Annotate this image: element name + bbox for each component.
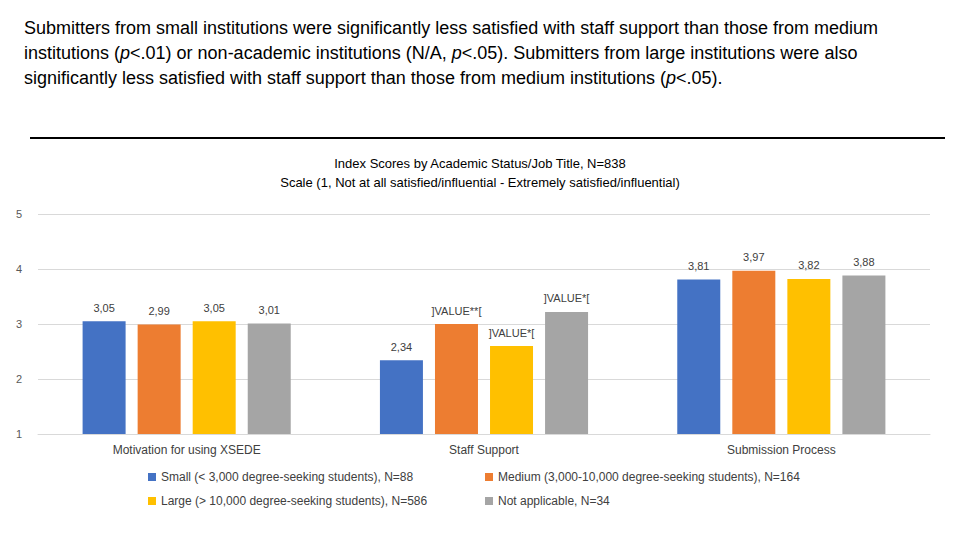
- svg-text:3,82: 3,82: [798, 259, 819, 271]
- svg-text:5: 5: [16, 208, 22, 220]
- svg-text:3,97: 3,97: [743, 251, 764, 263]
- svg-text:2: 2: [16, 373, 22, 385]
- svg-text:]VALUE*[: ]VALUE*[: [544, 292, 590, 304]
- svg-text:Motivation for using XSEDE: Motivation for using XSEDE: [113, 443, 261, 457]
- svg-text:Large (> 10,000 degree-seeking: Large (> 10,000 degree-seeking students)…: [161, 494, 428, 508]
- svg-text:Small (< 3,000 degree-seeking: Small (< 3,000 degree-seeking students),…: [161, 470, 413, 484]
- svg-text:Staff Support: Staff Support: [449, 443, 519, 457]
- svg-text:Scale (1, Not at all satisfied: Scale (1, Not at all satisfied/influenti…: [280, 175, 680, 190]
- svg-text:2,99: 2,99: [148, 305, 169, 317]
- svg-text:3,01: 3,01: [259, 304, 280, 316]
- svg-text:3,05: 3,05: [93, 302, 114, 314]
- svg-text:Not applicable, N=34: Not applicable, N=34: [498, 494, 610, 508]
- svg-text:3,05: 3,05: [203, 302, 224, 314]
- svg-text:3,81: 3,81: [688, 260, 709, 272]
- svg-text:3,88: 3,88: [853, 256, 874, 268]
- svg-text:Index Scores by Academic Statu: Index Scores by Academic Status/Job Titl…: [334, 156, 626, 171]
- svg-text:1: 1: [16, 428, 22, 440]
- svg-text:3: 3: [16, 318, 22, 330]
- svg-text:Submission Process: Submission Process: [727, 443, 836, 457]
- svg-text:]VALUE*[: ]VALUE*[: [489, 327, 535, 339]
- html-text:Submitters from small institut: Submitters from small institutions were …: [24, 18, 878, 88]
- svg-text:]VALUE**[: ]VALUE**[: [432, 305, 482, 317]
- svg-text:2,34: 2,34: [391, 341, 412, 353]
- svg-text:4: 4: [16, 263, 22, 275]
- svg-text:Medium (3,000-10,000 degree-se: Medium (3,000-10,000 degree-seeking stud…: [498, 470, 800, 484]
